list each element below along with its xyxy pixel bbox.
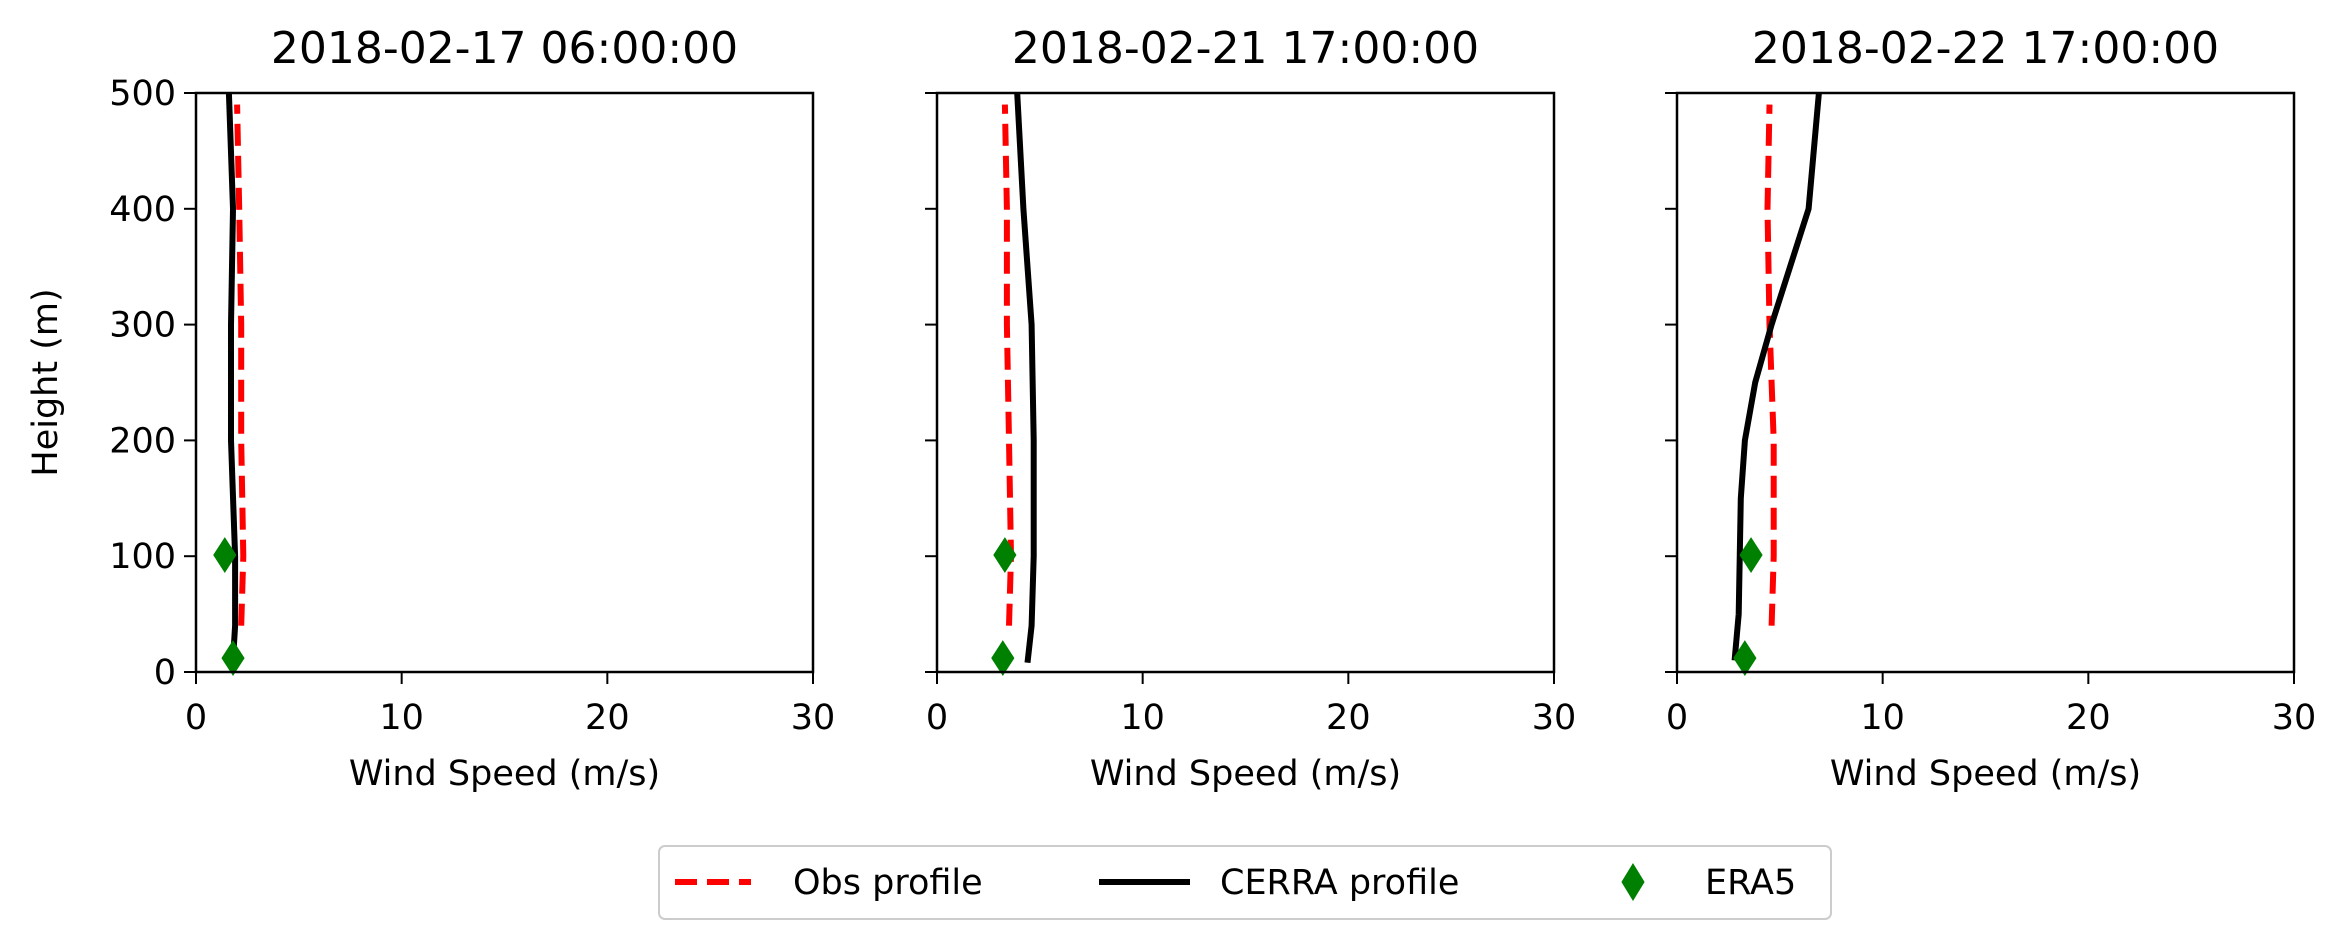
y-tick-label: 0 xyxy=(154,653,176,693)
obs-profile-line xyxy=(1764,104,1777,626)
cerra-profile-line xyxy=(1014,92,1037,664)
era5-marker xyxy=(1739,537,1763,573)
y-tick-label: 100 xyxy=(109,537,176,577)
panel-title: 2018-02-22 17:00:00 xyxy=(1752,23,2219,74)
era5-marker xyxy=(993,537,1017,573)
legend-label: ERA5 xyxy=(1705,863,1796,903)
era5-marker xyxy=(221,640,245,677)
x-tick-label: 0 xyxy=(926,698,948,738)
x-tick-label: 30 xyxy=(791,698,836,738)
legend-label: Obs profile xyxy=(793,863,983,903)
cerra-profile-line xyxy=(1731,92,1822,661)
axes-frame xyxy=(1675,91,2296,674)
x-tick-label: 10 xyxy=(379,698,424,738)
x-tick-label: 30 xyxy=(2272,698,2317,738)
x-tick-label: 10 xyxy=(1120,698,1165,738)
x-tick-label: 20 xyxy=(1326,698,1371,738)
axes-frame xyxy=(194,91,815,674)
panel-title: 2018-02-21 17:00:00 xyxy=(1012,23,1479,74)
x-tick-label: 20 xyxy=(2066,698,2111,738)
cerra-profile-line xyxy=(225,92,239,661)
legend-box xyxy=(658,845,1832,920)
x-tick-label: 20 xyxy=(585,698,630,738)
y-tick-label: 200 xyxy=(109,421,176,461)
y-tick-label: 300 xyxy=(109,306,176,346)
legend-label: CERRA profile xyxy=(1220,863,1459,903)
x-tick-label: 10 xyxy=(1860,698,1905,738)
obs-profile-line xyxy=(234,104,247,626)
y-tick-label: 500 xyxy=(109,74,176,114)
legend-swatch-era5 xyxy=(1621,863,1645,901)
y-tick-label: 400 xyxy=(109,190,176,230)
era5-marker xyxy=(991,640,1015,677)
x-axis-label: Wind Speed (m/s) xyxy=(1090,754,1401,794)
panel-title: 2018-02-17 06:00:00 xyxy=(271,23,738,74)
y-axis-label: Height (m) xyxy=(26,288,66,476)
obs-profile-line xyxy=(1001,104,1014,626)
era5-marker xyxy=(213,537,237,573)
era5-marker xyxy=(1733,640,1757,677)
x-axis-label: Wind Speed (m/s) xyxy=(1830,754,2141,794)
x-tick-label: 0 xyxy=(185,698,207,738)
x-tick-label: 0 xyxy=(1666,698,1688,738)
axes-frame xyxy=(935,91,1556,674)
x-axis-label: Wind Speed (m/s) xyxy=(349,754,660,794)
x-tick-label: 30 xyxy=(1532,698,1577,738)
